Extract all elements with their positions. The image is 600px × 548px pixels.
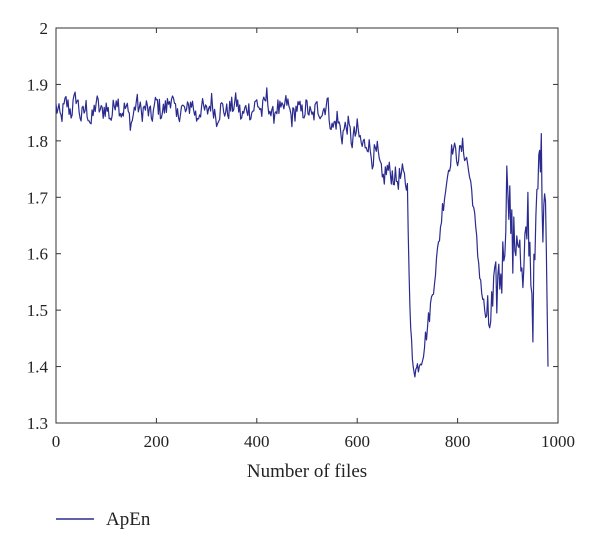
legend: ApEn [56,509,151,530]
x-tick-label: 200 [144,432,170,451]
y-tick-label: 1.4 [27,358,49,377]
x-tick-label: 400 [244,432,270,451]
y-tick-label: 1.7 [27,188,49,207]
y-tick-label: 1.9 [27,75,48,94]
x-axis-label: Number of files [247,461,367,482]
y-tick-label: 1.6 [27,245,48,264]
y-tick-label: 2 [40,19,49,38]
y-tick-labels: 1.3 1.4 1.5 1.6 1.7 1.8 1.9 2 [27,19,49,433]
x-tick-label: 1000 [541,432,575,451]
axis-ticks [55,27,559,424]
y-tick-label: 1.5 [27,301,48,320]
x-tick-label: 800 [445,432,471,451]
plot-area [55,27,559,424]
x-tick-label: 600 [344,432,370,451]
x-tick-labels: 0 200 400 600 800 1000 [52,432,575,451]
x-tick-label: 0 [52,432,61,451]
series-line-apen [55,87,549,378]
legend-label-apen: ApEn [106,509,151,530]
y-tick-label: 1.3 [27,414,48,433]
y-tick-label: 1.8 [27,132,48,151]
